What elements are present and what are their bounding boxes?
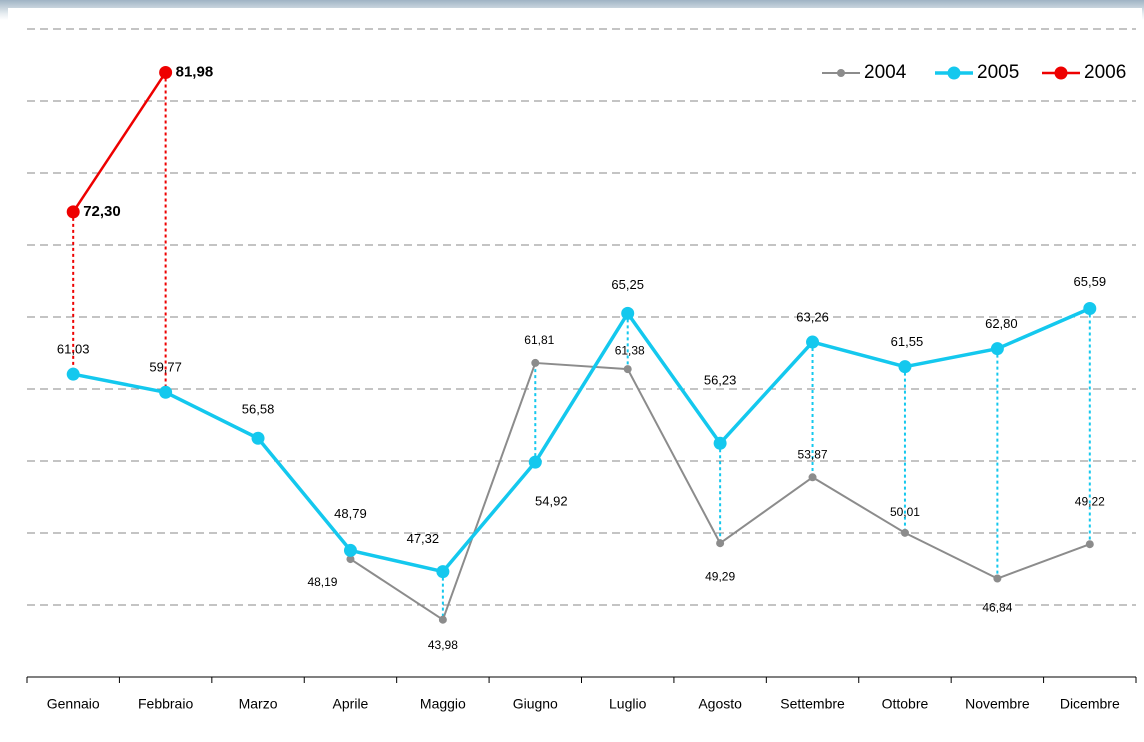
- data-label: 49,29: [705, 569, 735, 583]
- data-label: 56,58: [242, 402, 275, 417]
- data-point: [66, 367, 80, 381]
- series-line: [72, 71, 167, 213]
- data-point: [806, 335, 820, 349]
- data-label: 61,38: [615, 343, 645, 357]
- data-point: [1085, 540, 1094, 549]
- data-label: 63,26: [796, 309, 829, 324]
- x-tick-label: Agosto: [698, 696, 742, 712]
- series-line: [72, 306, 1091, 574]
- data-point: [713, 436, 727, 450]
- data-label: 49,22: [1075, 494, 1105, 508]
- data-point: [808, 473, 817, 482]
- x-tick-label: Settembre: [780, 696, 845, 712]
- data-label: 47,32: [407, 531, 440, 546]
- x-tick-label: Aprile: [333, 696, 369, 712]
- x-tick-label: Giugno: [513, 696, 558, 712]
- data-label: 61,03: [57, 342, 90, 357]
- data-label: 56,23: [704, 373, 737, 388]
- x-tick-label: Novembre: [965, 696, 1030, 712]
- data-point: [1083, 302, 1097, 316]
- data-label: 62,80: [985, 316, 1018, 331]
- data-point: [621, 306, 635, 320]
- x-tick-label: Dicembre: [1060, 696, 1120, 712]
- data-point: [251, 431, 265, 445]
- data-label: 54,92: [535, 494, 568, 509]
- legend-marker: [837, 69, 845, 77]
- data-point: [436, 565, 450, 579]
- data-label: 50,01: [890, 505, 920, 519]
- data-point: [898, 360, 912, 374]
- data-label: 53,87: [798, 447, 828, 461]
- x-tick-label: Luglio: [609, 696, 647, 712]
- x-tick-label: Maggio: [420, 696, 466, 712]
- data-label: 61,81: [524, 333, 554, 347]
- data-point: [990, 342, 1004, 356]
- data-point: [528, 455, 542, 469]
- data-point: [343, 543, 357, 557]
- data-label: 61,55: [891, 334, 924, 349]
- data-point: [159, 385, 173, 399]
- legend-label: 2004: [864, 62, 907, 83]
- legend-label: 2005: [977, 62, 1019, 83]
- x-tick-label: Ottobre: [882, 696, 929, 712]
- data-point: [66, 205, 80, 219]
- data-label: 48,79: [334, 506, 367, 521]
- data-label: 46,84: [982, 601, 1012, 615]
- plot-background: [8, 8, 1142, 742]
- data-point: [623, 365, 632, 374]
- data-label: 72,30: [83, 203, 121, 220]
- legend-marker: [947, 66, 961, 80]
- data-label: 59,77: [149, 360, 182, 375]
- data-point: [531, 358, 540, 367]
- x-tick-label: Marzo: [239, 696, 278, 712]
- data-point: [716, 539, 725, 548]
- data-point: [159, 65, 173, 79]
- data-label: 43,98: [428, 638, 458, 652]
- data-label: 48,19: [307, 575, 337, 589]
- data-point: [900, 528, 909, 537]
- data-label: 65,59: [1074, 274, 1107, 289]
- data-label: 81,98: [176, 63, 214, 80]
- data-label: 65,25: [611, 277, 644, 292]
- x-tick-label: Gennaio: [47, 696, 100, 712]
- x-tick-label: Febbraio: [138, 696, 193, 712]
- data-point: [346, 555, 355, 564]
- data-point: [993, 574, 1002, 583]
- legend-label: 2006: [1084, 62, 1126, 83]
- data-point: [438, 615, 447, 624]
- legend-marker: [1054, 66, 1068, 80]
